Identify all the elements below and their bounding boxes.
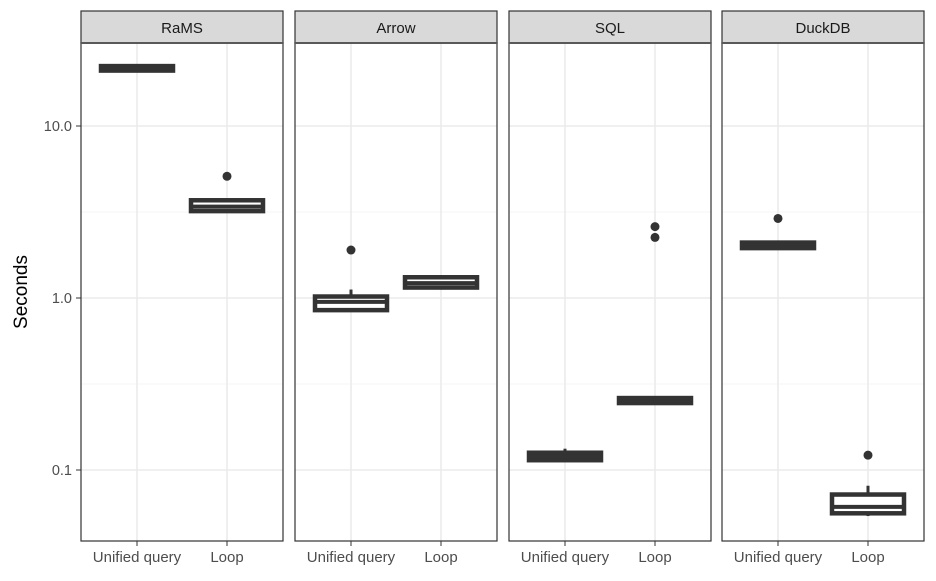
facet-strip-label: Arrow bbox=[376, 20, 415, 37]
outlier-point bbox=[773, 213, 783, 223]
x-tick-label: Unified query bbox=[93, 549, 182, 566]
y-tick-label: 1.0 bbox=[52, 291, 72, 307]
x-tick-label: Loop bbox=[851, 549, 884, 566]
facet-strip bbox=[294, 10, 498, 44]
y-tick-label: 10.0 bbox=[44, 119, 72, 135]
x-tick-label: Unified query bbox=[521, 549, 610, 566]
x-tick-label: Loop bbox=[638, 549, 671, 566]
panel-background bbox=[509, 43, 711, 541]
panel-background bbox=[81, 43, 283, 541]
facet-strip bbox=[721, 10, 925, 44]
facet-strip-label: RaMS bbox=[161, 20, 203, 37]
outlier-point bbox=[650, 222, 660, 232]
y-tick-label: 0.1 bbox=[52, 463, 72, 479]
facet-strip-label: SQL bbox=[595, 20, 625, 37]
x-tick-label: Unified query bbox=[734, 549, 823, 566]
y-axis-title: Seconds bbox=[11, 255, 32, 329]
facet-strip-label: DuckDB bbox=[795, 20, 850, 37]
x-tick-label: Unified query bbox=[307, 549, 396, 566]
outlier-point bbox=[222, 171, 232, 181]
outlier-point bbox=[346, 245, 356, 255]
facet-strip bbox=[508, 10, 712, 44]
panel-background bbox=[295, 43, 497, 541]
outlier-point bbox=[650, 232, 660, 242]
outlier-point bbox=[863, 450, 873, 460]
x-tick-label: Loop bbox=[210, 549, 243, 566]
box bbox=[829, 492, 907, 516]
panel-background bbox=[722, 43, 924, 541]
x-tick-label: Loop bbox=[424, 549, 457, 566]
